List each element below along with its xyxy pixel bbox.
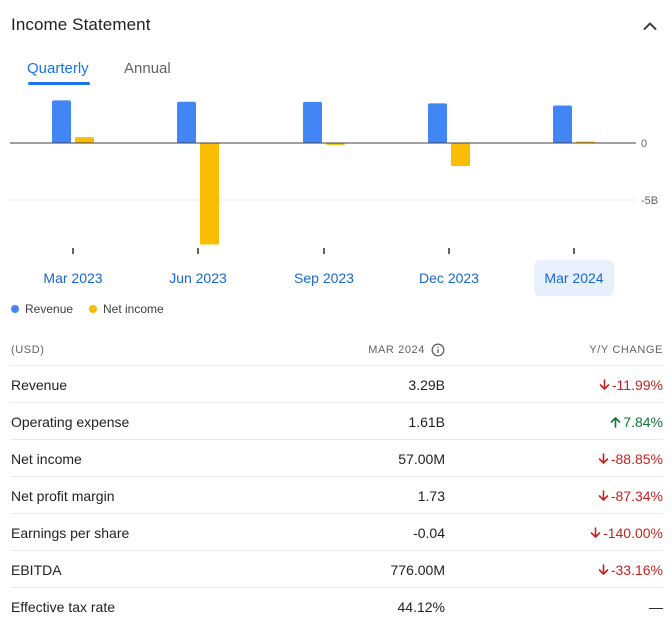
row-change: -11.99% bbox=[599, 377, 663, 393]
row-change-value: 7.84% bbox=[623, 414, 663, 430]
row-label: Effective tax rate bbox=[11, 599, 116, 615]
legend-label-net-income: Net income bbox=[103, 302, 164, 316]
chevron-up-icon[interactable] bbox=[638, 14, 662, 38]
table-row: Effective tax rate 44.12% — bbox=[11, 588, 663, 625]
x-tick-4 bbox=[573, 248, 575, 254]
legend-dot-revenue bbox=[11, 305, 19, 313]
section-title: Income Statement bbox=[11, 15, 151, 34]
row-value: 57.00M bbox=[398, 451, 445, 467]
row-value: 3.29B bbox=[408, 377, 445, 393]
arrow-down-icon bbox=[590, 527, 601, 538]
legend-dot-net-income bbox=[89, 305, 97, 313]
tab-quarterly[interactable]: Quarterly bbox=[27, 60, 89, 77]
row-value: -0.04 bbox=[413, 525, 445, 541]
table-row: Operating expense 1.61B 7.84% bbox=[11, 403, 663, 440]
x-tick-3 bbox=[448, 248, 450, 254]
row-change: -88.85% bbox=[598, 451, 663, 467]
column-header-change: Y/Y CHANGE bbox=[589, 344, 663, 356]
row-change-value: -87.34% bbox=[610, 488, 663, 504]
row-label: Revenue bbox=[11, 377, 68, 393]
bar-net-income-0 bbox=[75, 137, 94, 143]
row-label: Net profit margin bbox=[11, 488, 115, 504]
table-row: Revenue 3.29B -11.99% bbox=[11, 366, 663, 403]
table-row: Net income 57.00M -88.85% bbox=[11, 440, 663, 477]
active-tab-indicator bbox=[28, 82, 90, 85]
arrow-down-icon bbox=[598, 490, 609, 501]
bar-revenue-1 bbox=[177, 101, 196, 143]
table-row: Earnings per share -0.04 -140.00% bbox=[11, 514, 663, 551]
bar-revenue-2 bbox=[303, 101, 322, 143]
bar-revenue-3 bbox=[428, 103, 447, 143]
y-tick-label-0: 0 bbox=[641, 138, 647, 150]
legend-item-revenue: Revenue bbox=[11, 302, 73, 316]
bar-net-income-3 bbox=[451, 143, 470, 167]
table-row: EBITDA 776.00M -33.16% bbox=[11, 551, 663, 588]
tab-annual[interactable]: Annual bbox=[124, 60, 171, 77]
row-label: EBITDA bbox=[11, 562, 62, 578]
row-change: 7.84% bbox=[610, 414, 663, 430]
period-label-0[interactable]: Mar 2023 bbox=[43, 270, 103, 286]
income-statement-header: Income Statement bbox=[0, 0, 672, 52]
row-value: 44.12% bbox=[397, 599, 445, 615]
bar-revenue-0 bbox=[52, 100, 71, 143]
row-change-value: -88.85% bbox=[610, 451, 663, 467]
column-header-unit: (USD) bbox=[11, 344, 45, 356]
arrow-up-icon bbox=[610, 417, 621, 428]
row-change-value: -33.16% bbox=[610, 562, 663, 578]
bar-net-income-1 bbox=[200, 143, 219, 245]
y-tick-label-1: -5B bbox=[641, 195, 658, 207]
arrow-down-icon bbox=[598, 453, 609, 464]
legend-item-net-income: Net income bbox=[89, 302, 164, 316]
row-label: Earnings per share bbox=[11, 525, 130, 541]
row-value: 776.00M bbox=[390, 562, 445, 578]
bar-revenue-4 bbox=[553, 105, 572, 143]
table-row: Net profit margin 1.73 -87.34% bbox=[11, 477, 663, 514]
info-icon[interactable] bbox=[431, 343, 445, 357]
column-header-period: MAR 2024 bbox=[368, 343, 445, 357]
period-label-1[interactable]: Jun 2023 bbox=[169, 270, 227, 286]
x-tick-1 bbox=[197, 248, 199, 254]
income-table: (USD) MAR 2024 Y/Y CHANGE Revenue 3.29B -1… bbox=[11, 332, 663, 625]
period-tabs: Quarterly Annual bbox=[0, 56, 300, 90]
row-label: Operating expense bbox=[11, 414, 130, 430]
row-change: -33.16% bbox=[598, 562, 663, 578]
arrow-down-icon bbox=[599, 379, 610, 390]
x-tick-0 bbox=[72, 248, 74, 254]
row-change: -140.00% bbox=[590, 525, 663, 541]
chart-legend: Revenue Net income bbox=[0, 300, 300, 320]
row-change-value: -140.00% bbox=[603, 525, 663, 541]
row-change-value: — bbox=[649, 599, 663, 615]
row-value: 1.73 bbox=[417, 488, 445, 504]
table-header: (USD) MAR 2024 Y/Y CHANGE bbox=[11, 332, 663, 366]
arrow-down-icon bbox=[598, 564, 609, 575]
period-label-3[interactable]: Dec 2023 bbox=[419, 270, 479, 286]
row-change: — bbox=[649, 599, 663, 615]
income-chart: 0 -5B Mar 2023 Jun 2023 Sep 2023 Dec 2023 Mar… bbox=[0, 90, 672, 300]
row-label: Net income bbox=[11, 451, 82, 467]
x-tick-2 bbox=[323, 248, 325, 254]
period-label-2[interactable]: Sep 2023 bbox=[294, 270, 354, 286]
row-value: 1.61B bbox=[408, 414, 445, 430]
row-change-value: -11.99% bbox=[611, 377, 663, 393]
row-change: -87.34% bbox=[598, 488, 663, 504]
period-label-4[interactable]: Mar 2024 bbox=[534, 260, 614, 296]
legend-label-revenue: Revenue bbox=[25, 302, 74, 316]
bar-chart: 0 -5B bbox=[10, 100, 658, 254]
column-header-period-label: MAR 2024 bbox=[368, 344, 425, 356]
